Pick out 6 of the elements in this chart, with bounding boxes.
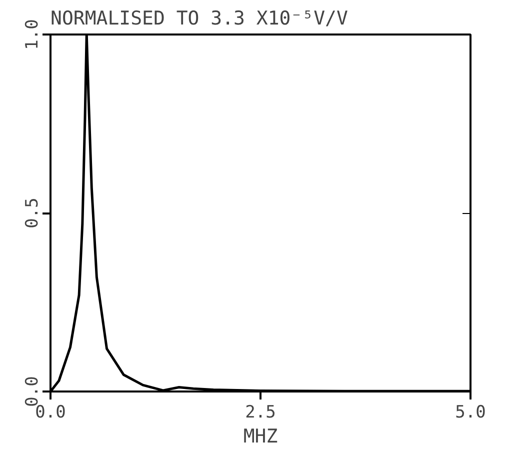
y-tick-label: 1.0 (22, 19, 42, 50)
y-tick-label: 0.5 (22, 198, 42, 228)
x-tick-label: 5.0 (455, 402, 486, 422)
x-axis-title: MHZ (243, 426, 278, 448)
chart-title: NORMALISED TO 3.3 X10⁻⁵V/V (50, 8, 348, 30)
x-tick-label: 2.5 (245, 402, 276, 422)
